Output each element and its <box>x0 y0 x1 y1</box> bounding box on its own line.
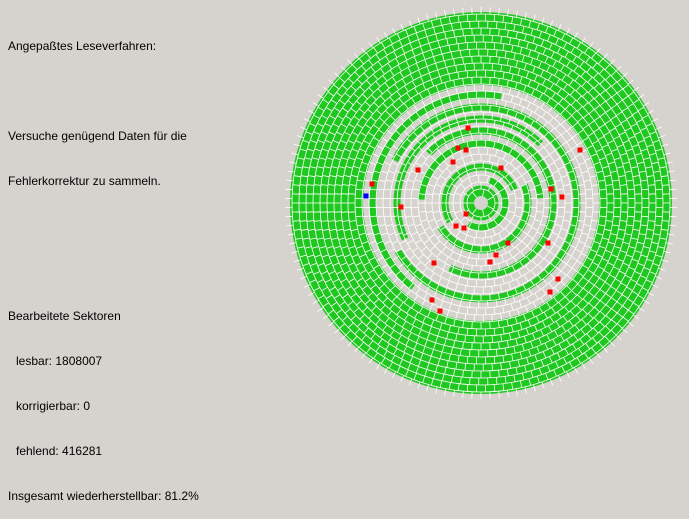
readable-arc <box>441 163 518 224</box>
error-sector <box>555 276 561 282</box>
error-sector <box>547 289 553 295</box>
status-text-line-1: Versuche genügend Daten für die <box>8 129 187 143</box>
error-sector <box>455 145 461 151</box>
error-sector <box>453 223 459 229</box>
current-sector <box>363 193 369 199</box>
readable-label: lesbar: <box>16 354 53 368</box>
error-sector <box>545 240 551 246</box>
error-sector <box>577 147 583 153</box>
sectors-heading: Bearbeitete Sektoren <box>8 309 121 323</box>
error-sector <box>505 240 511 246</box>
sector-grid <box>285 7 677 399</box>
disc-map <box>285 7 677 399</box>
error-sector <box>461 225 467 231</box>
readable-value: 1808007 <box>55 354 103 368</box>
disc-sector-map <box>285 7 677 399</box>
disc-hole <box>474 196 488 210</box>
error-sector <box>559 194 565 200</box>
total-row: Insgesamt wiederherstellbar: 81.2% <box>8 489 199 504</box>
error-sector <box>369 181 375 187</box>
readable-arc <box>369 91 502 290</box>
readable-row: lesbar: 1808007 <box>8 354 199 369</box>
error-sector <box>429 297 435 303</box>
readable-arc <box>437 183 532 254</box>
error-sector <box>465 125 471 131</box>
error-sector <box>450 159 456 165</box>
total-label: Insgesamt wiederherstellbar: <box>8 489 162 503</box>
total-value: 81.2% <box>164 489 199 503</box>
error-sector <box>487 259 493 265</box>
status-text-line-2: Fehlerkorrektur zu sammeln. <box>8 174 161 188</box>
error-sector <box>493 252 499 258</box>
error-sector <box>415 167 421 173</box>
error-sector <box>498 165 504 171</box>
error-sector <box>463 211 469 217</box>
error-sector <box>437 308 443 314</box>
method-title: Angepaßtes Leseverfahren: <box>8 39 157 53</box>
missing-value: 416281 <box>62 444 103 458</box>
missing-label: fehlend: <box>16 444 59 458</box>
error-sector <box>398 204 404 210</box>
error-sector <box>548 186 554 192</box>
error-sector <box>463 147 469 153</box>
error-sector <box>431 260 437 266</box>
missing-row: fehlend: 416281 <box>8 444 199 459</box>
readable-arc <box>417 139 545 200</box>
